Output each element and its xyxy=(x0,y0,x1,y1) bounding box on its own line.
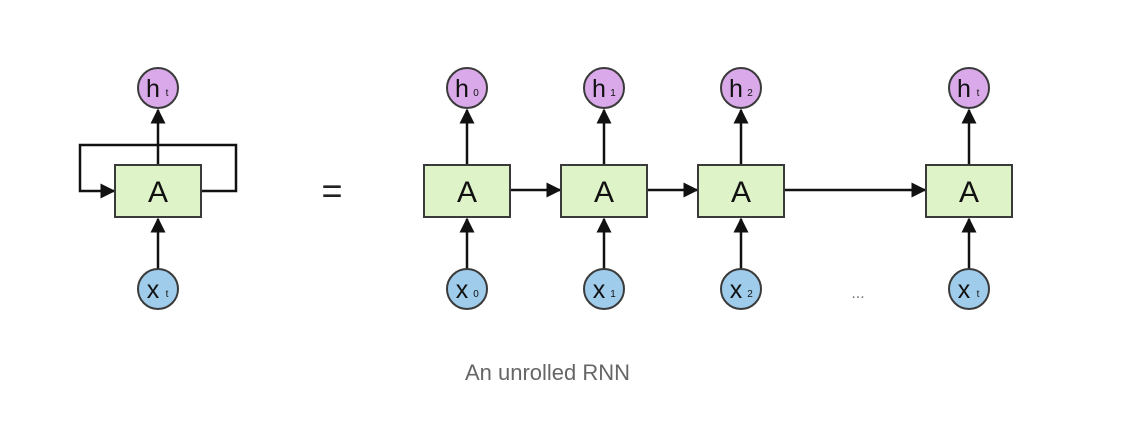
rolled-cell xyxy=(114,164,202,218)
rolled-input-node-subscript: t xyxy=(166,289,169,300)
edges-layer xyxy=(78,108,977,269)
hidden-node-1 xyxy=(583,67,625,109)
input-node-2-subscript: 2 xyxy=(747,289,753,300)
hidden-node-1-label: h xyxy=(592,75,606,103)
hidden-node-3-subscript: t xyxy=(977,88,980,99)
input-node-1-label: x xyxy=(593,276,606,304)
input-node-3-subscript: t xyxy=(977,289,980,300)
input-node-3-label: x xyxy=(958,276,971,304)
hidden-node-2-subscript: 2 xyxy=(747,88,753,99)
equals-sign: = xyxy=(321,170,342,211)
rolled-hidden-node-label: h xyxy=(146,75,160,103)
hidden-node-1-subscript: 1 xyxy=(610,88,616,99)
unrolled-cell-0 xyxy=(423,164,511,218)
unrolled-cell-3 xyxy=(925,164,1013,218)
unrolled-cell-2-label: A xyxy=(731,176,751,209)
hidden-node-3 xyxy=(948,67,990,109)
recurrent-loop-arrow xyxy=(78,143,238,199)
rolled-hidden-node-subscript: t xyxy=(166,88,169,99)
rolled-input-node xyxy=(137,268,179,310)
input-node-3 xyxy=(948,268,990,310)
unrolled-cell-1 xyxy=(560,164,648,218)
unrolled-cell-0-label: A xyxy=(457,176,477,209)
input-node-1-subscript: 1 xyxy=(610,289,616,300)
rolled-input-node-label: x xyxy=(147,276,160,304)
unrolled-cell-1-label: A xyxy=(594,176,614,209)
input-node-2-label: x xyxy=(730,276,743,304)
input-node-2 xyxy=(720,268,762,310)
caption: An unrolled RNN xyxy=(464,360,631,385)
ellipsis: ... xyxy=(851,285,864,302)
nodes-layer: Ah tx tAh 0x 0Ah 1x 1Ah 2x 2Ah tx t xyxy=(114,67,1013,310)
input-node-1 xyxy=(583,268,625,310)
hidden-node-0-label: h xyxy=(455,75,469,103)
input-node-0-label: x xyxy=(456,276,469,304)
hidden-node-2 xyxy=(720,67,762,109)
hidden-node-0-subscript: 0 xyxy=(473,88,479,99)
hidden-node-3-label: h xyxy=(957,75,971,103)
hidden-node-2-label: h xyxy=(729,75,743,103)
rolled-cell-label: A xyxy=(148,176,168,209)
unrolled-cell-2 xyxy=(697,164,785,218)
input-node-0-subscript: 0 xyxy=(473,289,479,300)
unrolled-cell-3-label: A xyxy=(959,176,979,209)
input-node-0 xyxy=(446,268,488,310)
rnn-diagram: Ah tx tAh 0x 0Ah 1x 1Ah 2x 2Ah tx t = ... xyxy=(78,67,1013,310)
rolled-hidden-node xyxy=(137,67,179,109)
hidden-node-0 xyxy=(446,67,488,109)
